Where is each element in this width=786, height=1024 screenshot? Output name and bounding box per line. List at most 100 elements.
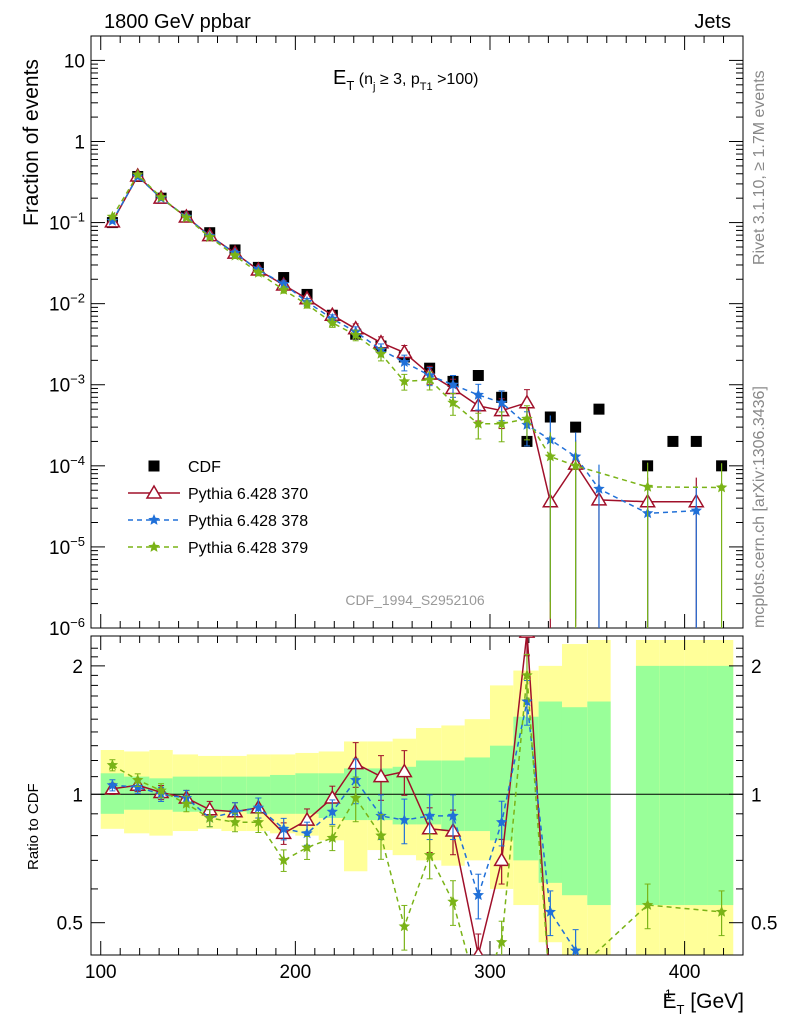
band-inner <box>684 665 708 906</box>
ratio-point-2 <box>180 797 193 809</box>
main-panel: 10 1 10−1 10−2 10−3 10−4 10−5 10−6 <box>49 35 744 640</box>
data-point-3 <box>204 231 216 243</box>
band-inner <box>538 701 562 883</box>
band-inner <box>246 776 271 814</box>
data-point-3 <box>641 480 654 492</box>
ratio-y-tick-label: 0.5 <box>57 914 83 935</box>
ratio-series-line-1 <box>112 701 577 952</box>
ratio-y-tick-label: 1 <box>72 785 83 806</box>
data-point-2 <box>447 378 459 390</box>
main-series-group <box>104 167 728 628</box>
ratio-point-1 <box>398 814 411 825</box>
ratio-point-2 <box>641 899 654 910</box>
ratio-point-1 <box>301 827 313 839</box>
ratio-point-2 <box>423 849 436 860</box>
ratio-point-1 <box>326 805 338 817</box>
ratio-point-2 <box>106 759 119 771</box>
main-y-tick-label: 1 <box>74 132 85 153</box>
side-label-top: Rivet 3.1.10, ≥ 1.7M events <box>751 70 768 265</box>
ratio-point-2 <box>326 832 338 843</box>
ratio-point-0 <box>518 636 536 638</box>
band-inner <box>635 665 660 906</box>
main-y-tick-label: 10−6 <box>49 615 85 640</box>
ratio-point-1 <box>229 805 241 817</box>
data-point-2 <box>472 388 484 400</box>
ratio-point-1 <box>496 816 508 828</box>
data-point-3 <box>715 481 728 493</box>
data-point-2 <box>593 482 605 494</box>
ratio-point-2 <box>155 784 167 796</box>
ratio-frame <box>90 635 744 956</box>
ratio-point-2 <box>447 895 459 907</box>
data-point-3 <box>301 298 313 310</box>
x-tick-label: 200 <box>280 962 312 983</box>
data-point-3 <box>326 316 338 328</box>
plot-title: ET (nj ≥ 3, pT1 >100) <box>333 67 478 93</box>
data-point-3 <box>155 191 167 203</box>
ratio-point-2 <box>229 816 241 828</box>
ratio-point-1 <box>447 809 459 821</box>
ratio-y-tick-label: 0.5 <box>751 914 777 935</box>
data-point-3 <box>375 347 387 359</box>
legend: CDF Pythia 6.428 370 Pythia 6.428 378 Pythi… <box>128 459 308 557</box>
header-left-label: 1800 GeV ppbar <box>104 11 251 33</box>
band-inner <box>561 707 588 896</box>
ratio-point-1 <box>472 889 484 901</box>
data-point-0 <box>593 403 605 415</box>
main-y-tick-label: 10−3 <box>49 372 85 397</box>
band-inner <box>659 665 685 906</box>
data-point-2 <box>690 504 702 516</box>
ratio-point-0 <box>473 946 484 955</box>
data-point-3 <box>496 417 508 429</box>
legend-label: Pythia 6.428 370 <box>188 486 308 503</box>
data-point-3 <box>544 450 556 462</box>
ratio-point-1 <box>423 809 436 821</box>
main-frame <box>90 35 744 629</box>
data-point-3 <box>106 210 119 222</box>
legend-marker <box>148 514 160 525</box>
uncertainty-bands <box>100 639 734 955</box>
data-point-3 <box>278 283 290 295</box>
legend-marker <box>148 460 160 472</box>
data-point-3 <box>132 168 144 180</box>
ratio-point-0 <box>396 763 413 778</box>
ratio-point-2 <box>204 812 216 823</box>
data-point-3 <box>398 375 411 387</box>
ratio-point-2 <box>715 905 728 917</box>
legend-label: CDF <box>188 459 221 476</box>
data-point-2 <box>398 356 411 367</box>
data-point-3 <box>229 249 241 261</box>
legend-marker <box>148 541 160 552</box>
ratio-point-2 <box>278 854 290 866</box>
header-right-label: Jets <box>694 11 731 33</box>
x-tick-label: 400 <box>669 962 701 983</box>
ratio-point-1 <box>252 801 265 813</box>
data-point-0 <box>472 370 484 382</box>
data-point-0 <box>570 421 582 433</box>
ratio-y-tick-label: 1 <box>751 785 762 806</box>
legend-marker <box>145 484 163 499</box>
ratio-point-2 <box>398 920 411 932</box>
ratio-point-2 <box>350 792 362 803</box>
data-point-3 <box>252 266 265 278</box>
ratio-y-tick-label: 2 <box>72 657 83 678</box>
ratio-point-1 <box>544 905 556 917</box>
x-tick-label: 100 <box>85 962 117 983</box>
band-inner <box>707 665 734 906</box>
data-point-0 <box>667 435 679 447</box>
legend-label: Pythia 6.428 378 <box>188 513 308 530</box>
data-point-3 <box>350 329 362 340</box>
ratio-point-2 <box>252 816 265 828</box>
ratio-point-2 <box>521 669 533 681</box>
ratio-point-1 <box>569 944 582 955</box>
ratio-series-line-2 <box>112 675 722 955</box>
data-point-3 <box>521 412 533 424</box>
ratio-point-2 <box>375 829 387 841</box>
side-label-bottom: mcplots.cern.ch [arXiv:1306.3436] <box>751 386 768 628</box>
ratio-series-group <box>104 636 728 955</box>
ratio-panel: 100 200 300 400 0.5 0.5 1 1 2 2 <box>57 635 777 983</box>
main-y-tick-label: 10−5 <box>49 534 85 559</box>
data-point-3 <box>569 459 582 471</box>
band-inner <box>295 773 319 814</box>
legend-label: Pythia 6.428 379 <box>188 540 308 557</box>
